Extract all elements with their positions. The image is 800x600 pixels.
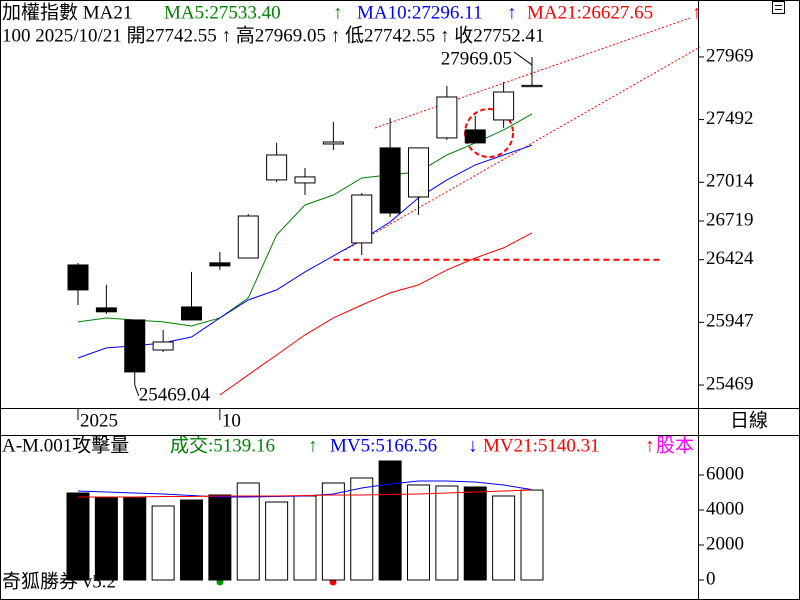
volume-bar (236, 482, 260, 581)
candle-body (351, 194, 373, 244)
legend-entry: MV21:5140.31 (483, 435, 600, 456)
legend-arrow: ↑ (333, 2, 343, 23)
price-info: 100 2025/10/21 開27742.55 ↑ 高27969.05 ↑ 低… (2, 24, 545, 46)
legend-entry: 股本 (656, 434, 694, 456)
y-tick-label: 26719 (706, 209, 754, 230)
volume-bar (123, 496, 147, 581)
mv-line (77, 480, 533, 498)
high-annotation: 27969.05 (441, 48, 512, 69)
candle-body (294, 176, 316, 184)
volume-title: A-M.001攻擊量 (2, 434, 129, 456)
volume-bar (463, 486, 487, 581)
candle-body (124, 319, 146, 373)
volume-bar (208, 494, 232, 581)
candle-body (209, 262, 231, 267)
y-tick-label: 25469 (706, 373, 754, 394)
legend-entry: 成交:5139.16 (170, 434, 275, 456)
volume-bar (94, 496, 118, 581)
legend-arrow: ↓ (468, 435, 478, 456)
candle-body (464, 129, 486, 144)
legend-arrow: ↑ (645, 435, 655, 456)
volume-bar (66, 492, 90, 581)
low-annotation: 25469.04 (139, 384, 211, 405)
y-tick-label: 0 (706, 568, 716, 589)
y-tick-label: 27014 (706, 171, 754, 192)
x-tick-label: 2025 (80, 410, 118, 431)
ma-line (77, 113, 533, 327)
candle-body (436, 96, 458, 139)
candle-body (152, 341, 174, 351)
candle-body (266, 154, 288, 181)
volume-bar (180, 499, 203, 581)
mv-line (78, 489, 533, 498)
y-tick-label: 2000 (706, 533, 744, 554)
volume-bar (407, 484, 430, 581)
period-label[interactable]: 日線 (730, 409, 768, 431)
annotation-leader (513, 51, 533, 66)
legend-entry: MA21:26627.65 (527, 2, 653, 23)
y-tick-label: 4000 (706, 498, 744, 519)
y-tick-label: 26424 (706, 248, 754, 269)
candle-body (322, 141, 344, 145)
chart-title: 加權指數 MA21 (2, 1, 132, 23)
y-tick-label: 27969 (706, 45, 754, 66)
candle-body (181, 306, 202, 321)
volume-bar (520, 489, 544, 581)
volume-bar (492, 495, 516, 581)
candle-body (493, 91, 515, 121)
volume-bar (321, 482, 345, 581)
candle-body (408, 147, 429, 198)
menu-icon[interactable] (772, 1, 785, 14)
legend-arrow: ↑ (692, 2, 702, 23)
volume-bar (293, 495, 317, 581)
candle-body (237, 215, 259, 259)
y-tick-label: 25947 (706, 311, 754, 332)
candle-body (67, 264, 89, 291)
volume-bar (350, 477, 374, 581)
volume-bar (151, 505, 175, 581)
legend-entry: MA5:27533.40 (164, 2, 281, 23)
volume-bar (265, 501, 289, 581)
legend-arrow: ↑ (308, 435, 318, 456)
legend-arrow: ↑ (507, 2, 517, 23)
x-tick-label: 10 (222, 410, 241, 431)
candle-body (379, 147, 401, 214)
volume-bar (435, 485, 459, 581)
annotation-leader (134, 384, 140, 397)
candle-body (521, 84, 543, 88)
legend-entry: MA10:27296.11 (357, 2, 482, 23)
y-tick-label: 6000 (706, 463, 744, 484)
candle-body (95, 307, 117, 313)
ma-line (219, 232, 533, 396)
volume-bar (378, 460, 402, 581)
legend-entry: MV5:5166.56 (330, 435, 437, 456)
y-tick-label: 27492 (706, 108, 754, 129)
